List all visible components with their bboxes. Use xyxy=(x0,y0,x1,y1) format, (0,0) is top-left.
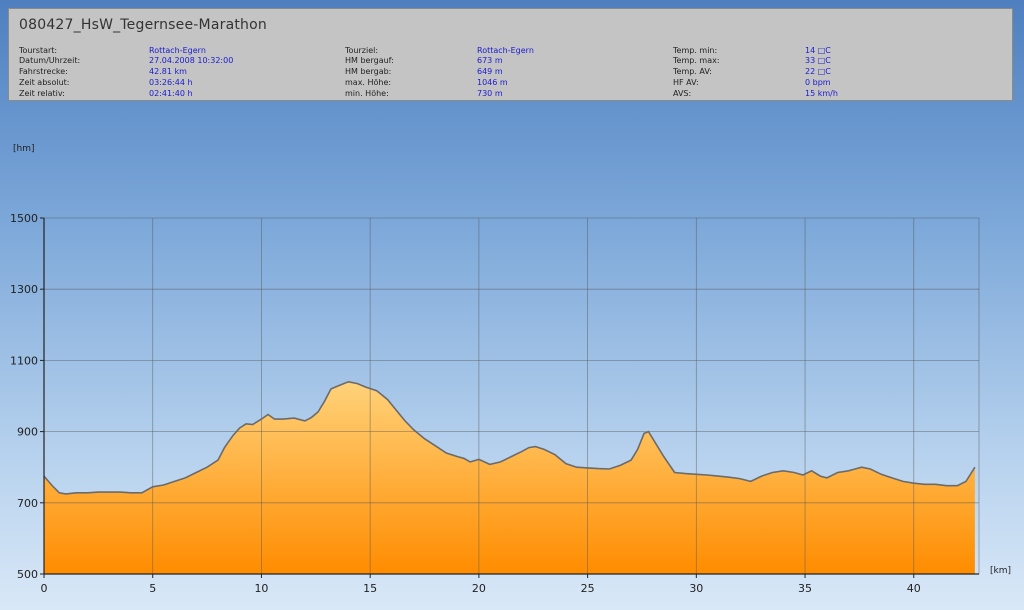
info-label: HF AV: xyxy=(673,78,699,87)
elevation-area xyxy=(44,381,975,574)
tour-title: 080427_HsW_Tegernsee-Marathon xyxy=(19,17,267,33)
info-value: 649 m xyxy=(477,67,503,76)
info-value: 03:26:44 h xyxy=(149,78,193,87)
info-label: Zeit absolut: xyxy=(19,78,70,87)
info-value: 673 m xyxy=(477,56,503,65)
x-tick-label: 40 xyxy=(907,582,921,595)
info-value: Rottach-Egern xyxy=(477,46,534,55)
y-tick-label: 1500 xyxy=(10,212,38,225)
info-label: min. Höhe: xyxy=(345,89,389,98)
x-tick-label: 5 xyxy=(149,582,156,595)
y-tick-label: 900 xyxy=(17,426,38,439)
info-label: HM bergab: xyxy=(345,67,392,76)
x-tick-label: 10 xyxy=(254,582,268,595)
info-value: 22 □C xyxy=(805,67,831,76)
info-label: Fahrstrecke: xyxy=(19,67,68,76)
info-label: Datum/Uhrzeit: xyxy=(19,56,81,65)
trip-info-panel: 080427_HsW_Tegernsee-Marathon Tourstart:… xyxy=(8,8,1013,101)
y-tick-label: 1100 xyxy=(10,354,38,367)
info-label: Tourstart: xyxy=(19,46,58,55)
info-label: Temp. min: xyxy=(673,46,718,55)
x-tick-label: 35 xyxy=(798,582,812,595)
info-label: Zeit relativ: xyxy=(19,89,65,98)
info-label: max. Höhe: xyxy=(345,78,392,87)
info-value: 730 m xyxy=(477,89,503,98)
info-value: 27.04.2008 10:32:00 xyxy=(149,56,234,65)
info-value: 42.81 km xyxy=(149,67,187,76)
y-tick-label: 500 xyxy=(17,568,38,581)
info-value: 02:41:40 h xyxy=(149,89,193,98)
info-value: 33 □C xyxy=(805,56,831,65)
y-tick-label: 700 xyxy=(17,497,38,510)
x-axis-label: [km] xyxy=(990,566,1011,576)
info-label: Temp. AV: xyxy=(673,67,712,76)
info-value: 14 □C xyxy=(805,46,831,55)
elevation-line xyxy=(43,380,976,495)
x-tick-label: 15 xyxy=(363,582,377,595)
info-label: HM bergauf: xyxy=(345,56,394,65)
x-tick-label: 20 xyxy=(472,582,486,595)
info-value: 0 bpm xyxy=(805,78,831,87)
info-label: Tourziel: xyxy=(345,46,379,55)
info-value: 1046 m xyxy=(477,78,508,87)
y-tick-label: 1300 xyxy=(10,283,38,296)
x-tick-label: 25 xyxy=(581,582,595,595)
x-tick-label: 30 xyxy=(689,582,703,595)
info-value: Rottach-Egern xyxy=(149,46,206,55)
info-label: Temp. max: xyxy=(673,56,720,65)
info-label: AVS: xyxy=(673,89,692,98)
info-value: 15 km/h xyxy=(805,89,838,98)
y-axis-label: [hm] xyxy=(13,144,35,154)
x-tick-label: 0 xyxy=(41,582,48,595)
